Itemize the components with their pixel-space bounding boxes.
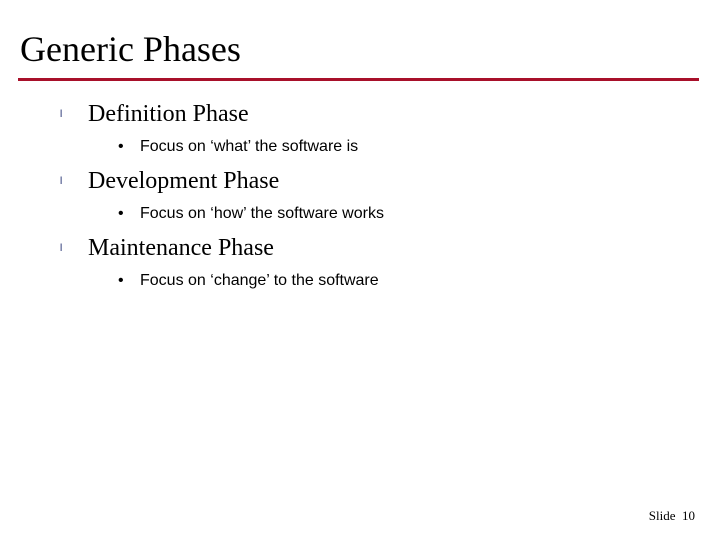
bullet-level2-icon: • [118,205,140,223]
slide-title: Generic Phases [0,0,717,78]
bullet-level2-icon: • [118,138,140,156]
bullet-level1-icon: l [60,109,88,120]
phase-subpoint: • Focus on ‘change’ to the software [118,272,717,290]
phase-title: Maintenance Phase [88,235,274,262]
bullet-level1-icon: l [60,243,88,254]
footer-label: Slide [649,508,676,523]
phase-subpoint: • Focus on ‘what’ the software is [118,138,717,156]
phase-item: l Definition Phase [60,101,717,128]
bullet-level1-icon: l [60,176,88,187]
slide-content: l Definition Phase • Focus on ‘what’ the… [0,81,717,290]
phase-subpoint: • Focus on ‘how’ the software works [118,205,717,223]
phase-item: l Maintenance Phase [60,235,717,262]
subpoint-text: Focus on ‘how’ the software works [140,205,384,223]
subpoint-text: Focus on ‘change’ to the software [140,272,379,290]
subpoint-text: Focus on ‘what’ the software is [140,138,358,156]
bullet-level2-icon: • [118,272,140,290]
phase-title: Development Phase [88,168,279,195]
slide-footer: Slide 10 [649,508,695,524]
phase-item: l Development Phase [60,168,717,195]
footer-page-number: 10 [682,508,695,523]
phase-title: Definition Phase [88,101,249,128]
